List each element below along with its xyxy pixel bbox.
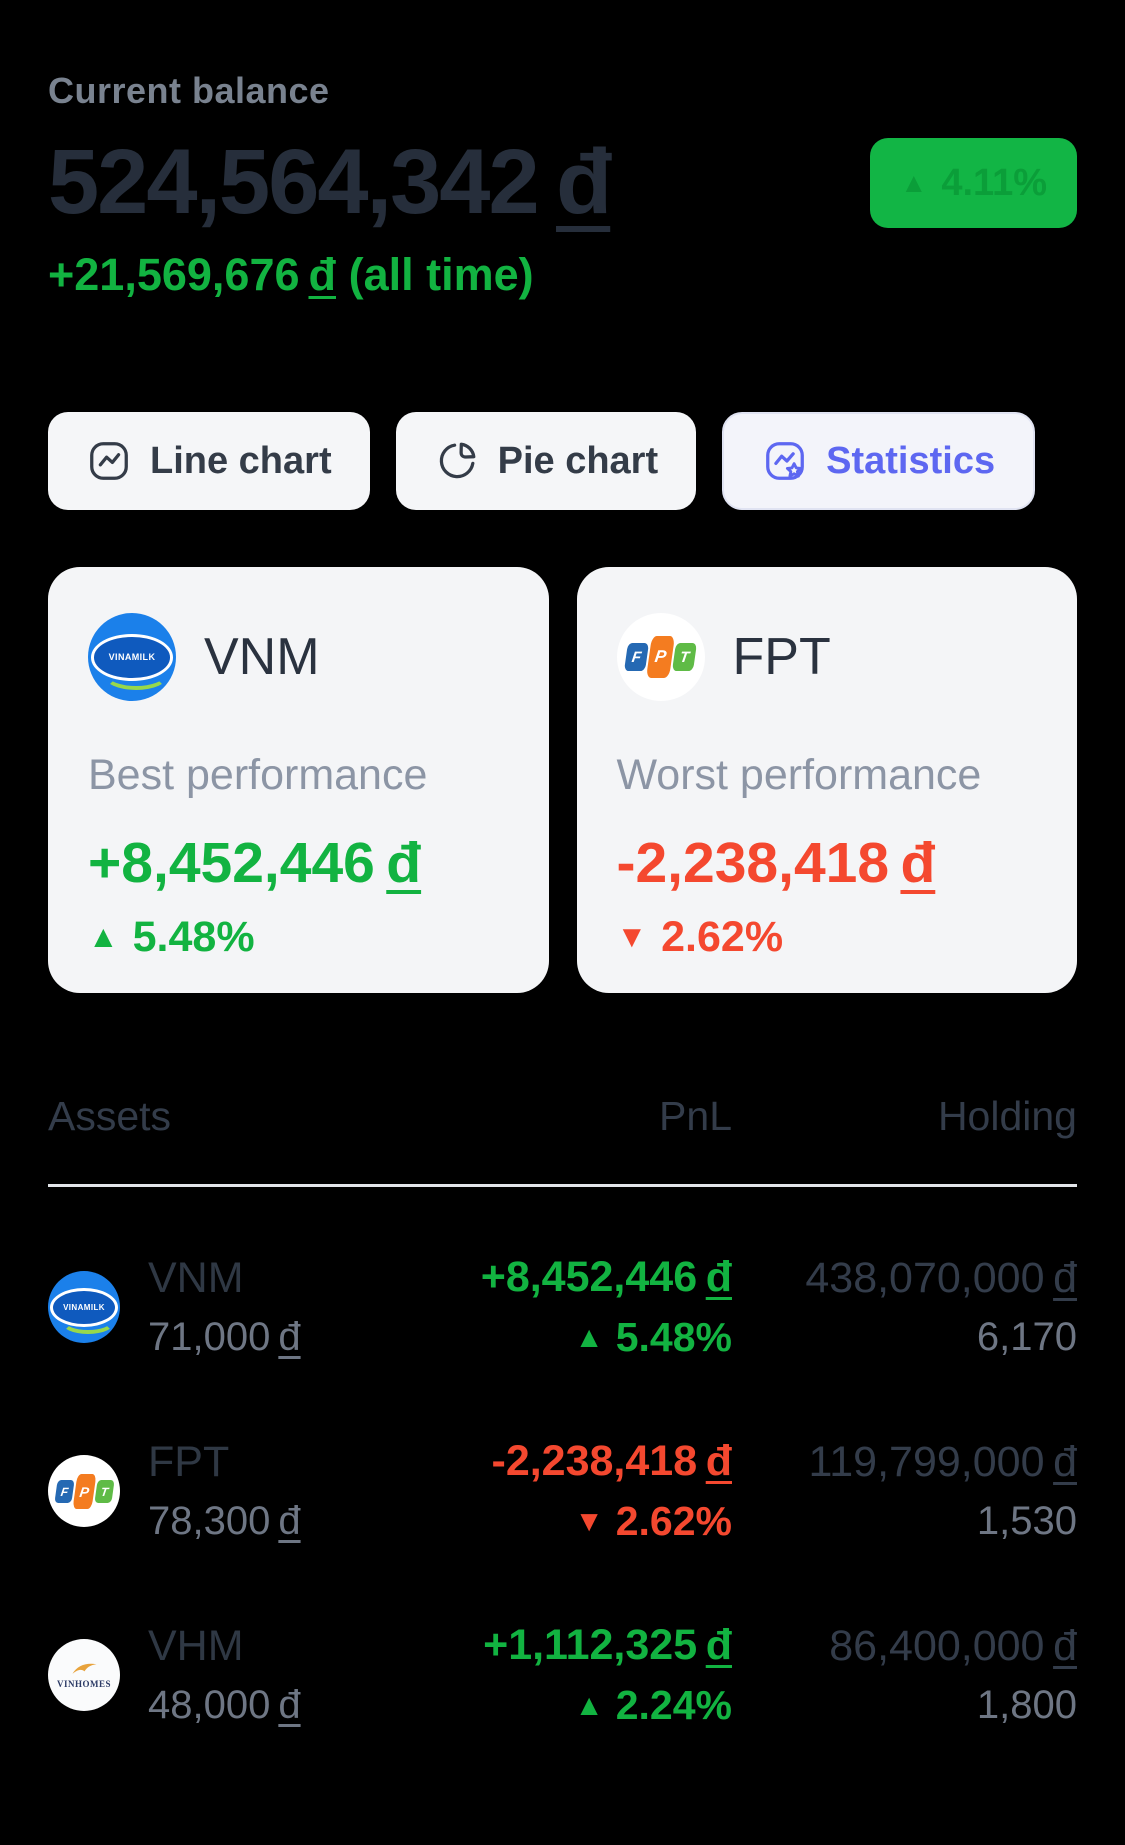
card-pnl-amount: +8,452,446 đ <box>88 831 422 896</box>
up-triangle-icon: ▲ <box>900 167 928 199</box>
holding-quantity: 1,530 <box>976 1499 1077 1544</box>
asset-price: 78,300 đ <box>148 1499 301 1544</box>
dong-symbol: đ <box>1053 1438 1077 1487</box>
card-ticker: FPT <box>732 628 831 687</box>
performance-card-vnm: VINAMILK VNM Best performance +8,452,446 đ ▲ 5… <box>48 567 549 994</box>
vinamilk-logo: VINAMILK <box>48 1271 120 1344</box>
performance-cards: VINAMILK VNM Best performance +8,452,446 đ ▲ 5… <box>48 567 1077 994</box>
dong-symbol: đ <box>278 1499 301 1544</box>
all-time-suffix: (all time) <box>348 248 534 300</box>
asset-row-vhm[interactable]: VINHOMES VHM 48,000 đ +1,112,325 đ ▲ 2.24% 86,40… <box>48 1583 1077 1767</box>
balance-label: Current balance <box>48 70 330 111</box>
dong-symbol: đ <box>705 1437 732 1486</box>
performance-card-fpt: F P T FPT Worst performance -2,238,418 đ ▼ 2.62% <box>576 567 1077 994</box>
pnl-cell: +8,452,446 đ ▲ 5.48% <box>422 1253 732 1361</box>
asset-cell: VINHOMES VHM 48,000 đ <box>48 1622 422 1728</box>
balance-change-value: 4.11% <box>941 161 1047 204</box>
asset-row-vnm[interactable]: VINAMILK VNM 71,000 đ +8,452,446 đ ▲ 5.48% 438,0… <box>48 1215 1077 1399</box>
pnl-percent: ▲ 5.48% <box>574 1314 732 1361</box>
balance-change-badge: ▲ 4.11% <box>870 138 1077 228</box>
dong-symbol: đ <box>278 1683 301 1728</box>
asset-price: 48,000 đ <box>148 1683 301 1728</box>
card-pnl-percent: ▼ 2.62% <box>616 913 784 962</box>
pnl-cell: +1,112,325 đ ▲ 2.24% <box>422 1621 732 1729</box>
dong-symbol: đ <box>705 1253 732 1302</box>
holding-value: 86,400,000 đ <box>829 1622 1077 1671</box>
card-header: VINAMILK VNM <box>88 613 509 702</box>
balance-amount-value: 524,564,342 <box>48 131 540 233</box>
pnl-amount: -2,238,418 đ <box>491 1437 733 1486</box>
card-ticker: VNM <box>204 628 320 687</box>
holding-header: Holding <box>937 1093 1077 1140</box>
dong-symbol: đ <box>556 131 612 233</box>
dong-symbol: đ <box>1053 1622 1077 1671</box>
asset-ticker: VNM <box>148 1254 244 1303</box>
all-time-pnl: +21,569,676 đ (all time) <box>48 249 1077 301</box>
holding-cell: 119,799,000 đ 1,530 <box>732 1438 1077 1544</box>
asset-price: 71,000 đ <box>148 1315 301 1360</box>
asset-cell: F P T FPT 78,300 đ <box>48 1438 422 1544</box>
pnl-percent: ▼ 2.62% <box>574 1498 732 1545</box>
tab-label: Statistics <box>826 439 996 482</box>
up-triangle-icon: ▲ <box>574 1689 604 1723</box>
tab-label: Line chart <box>150 439 332 482</box>
holding-cell: 86,400,000 đ 1,800 <box>732 1622 1077 1728</box>
card-label: Worst performance <box>616 751 982 800</box>
up-triangle-icon: ▲ <box>88 919 119 955</box>
asset-ticker: FPT <box>148 1438 230 1487</box>
card-pnl-percent: ▲ 5.48% <box>88 913 255 962</box>
holding-value: 438,070,000 đ <box>805 1254 1077 1303</box>
dong-symbol: đ <box>1053 1254 1077 1303</box>
pnl-percent: ▲ 2.24% <box>574 1682 732 1729</box>
line-chart-icon <box>86 438 132 484</box>
card-pnl-amount: -2,238,418 đ <box>616 831 936 896</box>
holding-quantity: 6,170 <box>976 1315 1077 1360</box>
asset-row-fpt[interactable]: F P T FPT 78,300 đ -2,238,418 đ ▼ 2.62% 119,799,00… <box>48 1399 1077 1583</box>
assets-table: Assets PnL Holding VINAMILK VNM 71,000 đ +8,… <box>48 1093 1077 1767</box>
asset-ticker: VHM <box>148 1622 244 1671</box>
table-divider <box>48 1184 1077 1188</box>
card-label: Best performance <box>88 751 428 800</box>
card-header: F P T FPT <box>616 613 1038 702</box>
holding-quantity: 1,800 <box>976 1683 1077 1728</box>
assets-header: Assets <box>48 1093 172 1140</box>
tab-label: Pie chart <box>497 439 659 482</box>
up-triangle-icon: ▲ <box>574 1321 604 1355</box>
balance-amount: 524,564,342 đ <box>48 131 612 233</box>
dong-symbol: đ <box>308 248 337 300</box>
tab-line-chart[interactable]: Line chart <box>48 412 370 511</box>
statistics-icon <box>762 438 808 484</box>
down-triangle-icon: ▼ <box>616 919 648 955</box>
dong-symbol: đ <box>278 1315 301 1360</box>
assets-table-header: Assets PnL Holding <box>48 1093 1077 1140</box>
tab-statistics[interactable]: Statistics <box>722 412 1036 511</box>
asset-cell: VINAMILK VNM 71,000 đ <box>48 1254 422 1360</box>
holding-value: 119,799,000 đ <box>808 1438 1077 1487</box>
tab-pie-chart[interactable]: Pie chart <box>395 412 697 511</box>
all-time-amount: +21,569,676 <box>48 248 300 300</box>
down-triangle-icon: ▼ <box>574 1505 604 1539</box>
vinamilk-swoosh <box>103 661 169 690</box>
vinamilk-swoosh <box>60 1309 116 1334</box>
holding-cell: 438,070,000 đ 6,170 <box>732 1254 1077 1360</box>
pnl-cell: -2,238,418 đ ▼ 2.62% <box>422 1437 733 1545</box>
assets-table-rows: VINAMILK VNM 71,000 đ +8,452,446 đ ▲ 5.48% 438,0… <box>48 1215 1077 1767</box>
vinhomes-bird-icon <box>72 1664 96 1675</box>
dong-symbol: đ <box>705 1621 732 1670</box>
pnl-amount: +8,452,446 đ <box>480 1253 732 1302</box>
dong-symbol: đ <box>900 831 936 896</box>
pie-chart-icon <box>434 438 480 484</box>
pnl-amount: +1,112,325 đ <box>483 1621 732 1670</box>
pnl-header: PnL <box>659 1093 732 1140</box>
vinhomes-logo: VINHOMES <box>48 1639 120 1712</box>
balance-row: 524,564,342 đ ▲ 4.11% <box>48 134 1077 231</box>
chart-tabs: Line chart Pie chart Statistics <box>48 412 1077 511</box>
dong-symbol: đ <box>386 831 422 896</box>
vinamilk-logo: VINAMILK <box>88 613 176 702</box>
